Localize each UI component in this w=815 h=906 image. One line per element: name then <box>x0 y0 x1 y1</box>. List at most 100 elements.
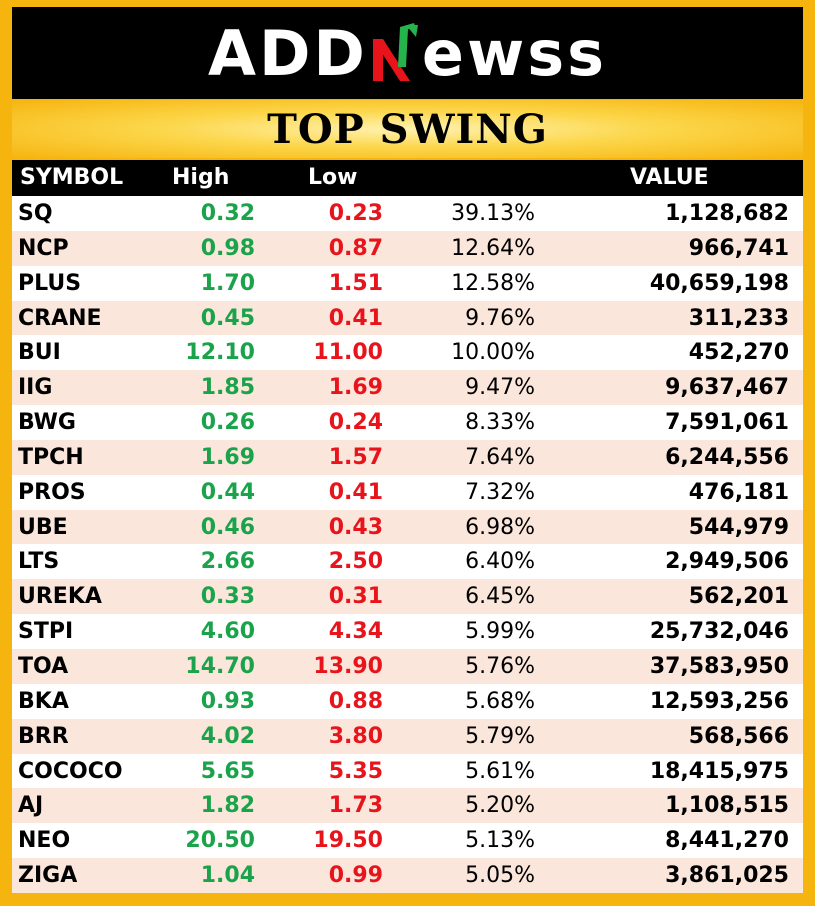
symbol-cell: UBE <box>18 514 68 540</box>
value-cell: 544,979 <box>688 514 789 540</box>
percent-cell: 5.20% <box>465 793 535 819</box>
percent-cell: 8.33% <box>465 410 535 436</box>
page-title: TOP SWING <box>267 105 548 153</box>
high-cell: 1.04 <box>200 863 255 889</box>
high-cell: 2.66 <box>200 549 255 575</box>
symbol-cell: NEO <box>18 828 71 854</box>
high-cell: 0.33 <box>200 584 255 610</box>
percent-cell: 5.61% <box>465 758 535 784</box>
header-value: VALUE <box>630 165 709 190</box>
high-cell: 1.85 <box>200 375 255 401</box>
logo-bar: ADD ewss <box>12 7 803 99</box>
table-row: PROS 0.44 0.41 7.32% 476,181 <box>12 474 803 510</box>
value-cell: 1,108,515 <box>665 793 789 819</box>
table-row: NCP 0.98 0.87 12.64% 966,741 <box>12 230 803 266</box>
table-row: AJ 1.82 1.73 5.20% 1,108,515 <box>12 788 803 824</box>
symbol-cell: SQ <box>18 201 53 226</box>
value-cell: 18,415,975 <box>649 758 789 784</box>
low-cell: 1.51 <box>328 270 383 296</box>
title-band: TOP SWING <box>12 100 803 158</box>
value-cell: 12,593,256 <box>649 688 789 714</box>
percent-cell: 9.76% <box>465 305 535 331</box>
value-cell: 568,566 <box>688 723 789 749</box>
header-high: High <box>172 165 230 190</box>
low-cell: 0.43 <box>328 514 383 540</box>
percent-cell: 10.00% <box>451 340 535 366</box>
low-cell: 1.69 <box>328 375 383 401</box>
n-arrow-icon <box>370 23 420 83</box>
table-row: ZIGA 1.04 0.99 5.05% 3,861,025 <box>12 858 803 893</box>
high-cell: 1.82 <box>200 793 255 819</box>
table-row: STPI 4.60 4.34 5.99% 25,732,046 <box>12 614 803 649</box>
percent-cell: 6.98% <box>465 514 535 540</box>
high-cell: 0.46 <box>200 514 255 540</box>
symbol-cell: STPI <box>18 619 74 645</box>
table-row: NEO 20.50 19.50 5.13% 8,441,270 <box>12 823 803 859</box>
percent-cell: 5.99% <box>465 619 535 645</box>
high-cell: 0.45 <box>200 305 255 331</box>
high-cell: 1.70 <box>200 270 255 296</box>
symbol-cell: TOA <box>18 653 69 679</box>
high-cell: 4.60 <box>200 619 255 645</box>
percent-cell: 39.13% <box>451 201 535 226</box>
logo-text-left: ADD <box>207 16 368 90</box>
header-symbol: SYMBOL <box>20 165 124 190</box>
percent-cell: 5.79% <box>465 723 535 749</box>
symbol-cell: PROS <box>18 479 86 505</box>
table-row: CRANE 0.45 0.41 9.76% 311,233 <box>12 300 803 336</box>
table-header: SYMBOL High Low VALUE <box>12 160 803 196</box>
low-cell: 2.50 <box>328 549 383 575</box>
percent-cell: 6.40% <box>465 549 535 575</box>
high-cell: 1.69 <box>200 444 255 470</box>
table-row: BUI 12.10 11.00 10.00% 452,270 <box>12 335 803 371</box>
table-row: BWG 0.26 0.24 8.33% 7,591,061 <box>12 405 803 440</box>
low-cell: 1.57 <box>328 444 383 470</box>
percent-cell: 5.13% <box>465 828 535 854</box>
percent-cell: 5.68% <box>465 688 535 714</box>
low-cell: 11.00 <box>313 340 383 366</box>
low-cell: 0.41 <box>328 305 383 331</box>
table-row: BKA 0.93 0.88 5.68% 12,593,256 <box>12 683 803 719</box>
table-row: COCOCO 5.65 5.35 5.61% 18,415,975 <box>12 753 803 789</box>
symbol-cell: ZIGA <box>18 863 78 889</box>
table-row: TOA 14.70 13.90 5.76% 37,583,950 <box>12 648 803 684</box>
value-cell: 37,583,950 <box>649 653 789 679</box>
percent-cell: 5.05% <box>465 863 535 889</box>
low-cell: 4.34 <box>328 619 383 645</box>
low-cell: 0.99 <box>328 863 383 889</box>
high-cell: 4.02 <box>200 723 255 749</box>
symbol-cell: CRANE <box>18 305 102 331</box>
value-cell: 6,244,556 <box>665 444 789 470</box>
low-cell: 3.80 <box>328 723 383 749</box>
high-cell: 12.10 <box>185 340 255 366</box>
high-cell: 5.65 <box>200 758 255 784</box>
symbol-cell: NCP <box>18 235 69 261</box>
table-row: IIG 1.85 1.69 9.47% 9,637,467 <box>12 370 803 406</box>
symbol-cell: PLUS <box>18 270 82 296</box>
high-cell: 0.93 <box>200 688 255 714</box>
symbol-cell: TPCH <box>18 444 84 470</box>
percent-cell: 7.32% <box>465 479 535 505</box>
symbol-cell: BRR <box>18 723 69 749</box>
value-cell: 8,441,270 <box>665 828 789 854</box>
value-cell: 476,181 <box>688 479 789 505</box>
value-cell: 452,270 <box>688 340 789 366</box>
value-cell: 3,861,025 <box>665 863 789 889</box>
percent-cell: 12.58% <box>451 270 535 296</box>
table-row: UREKA 0.33 0.31 6.45% 562,201 <box>12 579 803 615</box>
low-cell: 1.73 <box>328 793 383 819</box>
swing-table: SYMBOL High Low VALUE SQ 0.32 0.23 39.13% 1,… <box>12 160 803 893</box>
symbol-cell: LTS <box>18 549 60 575</box>
percent-cell: 9.47% <box>465 375 535 401</box>
symbol-cell: BWG <box>18 410 76 436</box>
symbol-cell: AJ <box>18 793 44 819</box>
low-cell: 19.50 <box>313 828 383 854</box>
high-cell: 20.50 <box>185 828 255 854</box>
low-cell: 13.90 <box>313 653 383 679</box>
percent-cell: 7.64% <box>465 444 535 470</box>
value-cell: 40,659,198 <box>649 270 789 296</box>
table-row: UBE 0.46 0.43 6.98% 544,979 <box>12 509 803 545</box>
high-cell: 0.44 <box>200 479 255 505</box>
table-row: PLUS 1.70 1.51 12.58% 40,659,198 <box>12 265 803 301</box>
percent-cell: 6.45% <box>465 584 535 610</box>
